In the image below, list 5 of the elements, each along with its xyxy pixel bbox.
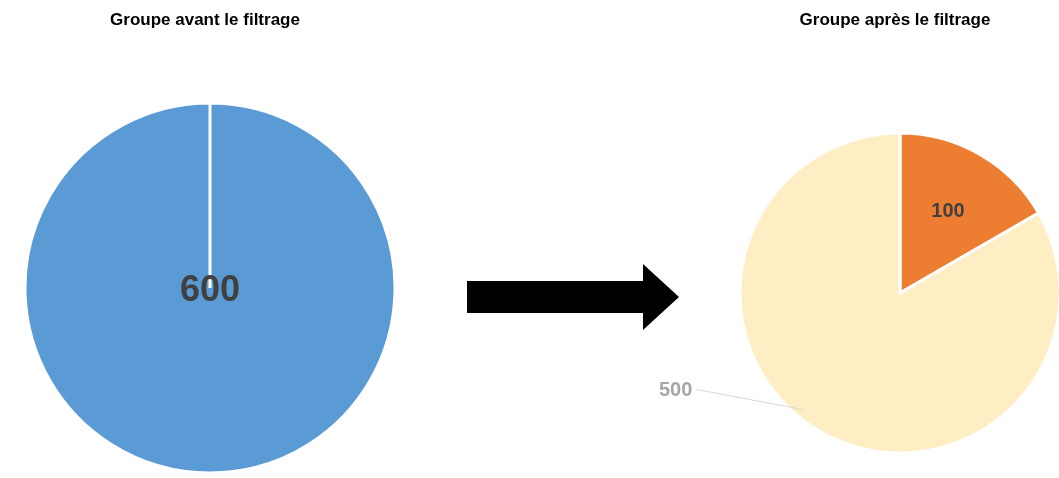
data-label: 100 [931,198,965,221]
data-label: 500 [658,378,693,401]
chart-title: Groupe avant le filtrage [109,10,301,30]
chart-title: Groupe après le filtrage [798,10,992,30]
data-label: 600 [179,267,241,309]
